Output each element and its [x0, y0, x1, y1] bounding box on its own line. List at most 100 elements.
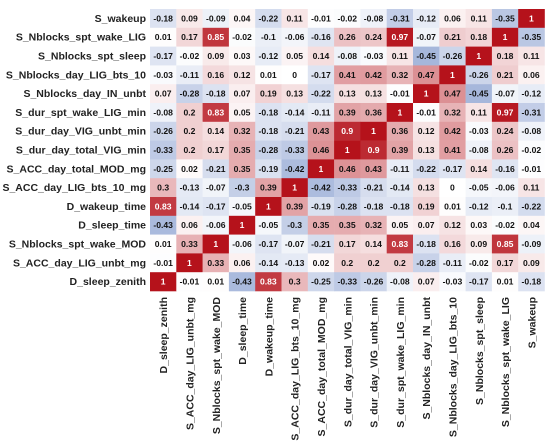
heatmap-cell: [202, 215, 230, 235]
cell-value-label: -0.22: [311, 89, 331, 99]
cell-value-label: 1: [397, 107, 402, 117]
heatmap-cell: [413, 46, 440, 66]
column-label: S_Nblocks_spt_wake_LIG: [500, 297, 512, 427]
heatmap-cell: [202, 140, 230, 160]
cell-value-label: -0.02: [337, 13, 357, 23]
heatmap-cell: [518, 46, 545, 66]
heatmap-cell: [202, 84, 230, 104]
heatmap-cell: [281, 9, 309, 29]
heatmap-cell: [176, 27, 203, 47]
heatmap-cell: [439, 178, 466, 198]
heatmap-cell: [439, 65, 466, 85]
cell-value-label: -0.21: [311, 239, 331, 249]
heatmap-cell: [465, 140, 493, 160]
heatmap-cell: [255, 159, 282, 179]
heatmap-cell: [281, 84, 309, 104]
cell-value-label: 0.35: [234, 145, 251, 155]
heatmap-cell: [228, 9, 256, 29]
cell-value-label: 1: [424, 89, 429, 99]
heatmap-cell: [413, 272, 440, 292]
cell-value-label: -0.43: [153, 220, 173, 230]
cell-value-label: 0.32: [444, 107, 461, 117]
heatmap-cell: [518, 178, 545, 198]
heatmap-cell: [334, 9, 361, 29]
heatmap-cell: [518, 140, 545, 160]
cell-value-label: 0: [292, 70, 297, 80]
heatmap-cell: [360, 65, 387, 85]
cell-value-label: 0.11: [287, 13, 303, 23]
cell-value-label: 0.01: [497, 277, 514, 287]
cell-value-label: -0.33: [337, 277, 357, 287]
cell-value-label: 0.04: [234, 13, 251, 23]
row-label: S_dur_day_total_VIG_min: [16, 145, 146, 157]
heatmap-cell: [360, 46, 387, 66]
cell-value-label: 0.9: [341, 126, 353, 136]
heatmap-cell: [255, 178, 282, 198]
cell-value-label: -0.11: [180, 70, 199, 80]
heatmap-cell: [176, 197, 203, 217]
heatmap-cell: [255, 9, 282, 29]
column-label: S_Nblocks_spt_wake_MOD: [211, 297, 223, 435]
heatmap-cell: [307, 27, 335, 47]
heatmap-cell: [307, 9, 335, 29]
heatmap-cell: [228, 234, 256, 254]
heatmap-cell: [465, 9, 493, 29]
row-label: S_ACC_day_LIG_bts_10_mg: [2, 182, 146, 194]
cell-value-label: 0.18: [497, 51, 514, 61]
cell-value-label: 0.26: [339, 32, 356, 42]
heatmap-cell: [386, 197, 414, 217]
heatmap-cell: [334, 121, 361, 141]
heatmap-cell: [360, 121, 387, 141]
heatmap-cell: [255, 84, 282, 104]
heatmap-cell: [228, 178, 256, 198]
cell-value-label: -0.26: [153, 126, 173, 136]
cell-value-label: -0.18: [390, 201, 410, 211]
cell-value-label: 0.83: [207, 107, 224, 117]
heatmap-cell: [150, 140, 177, 160]
heatmap-cell: [518, 197, 545, 217]
heatmap-cell: [491, 140, 519, 160]
heatmap-cell: [439, 27, 466, 47]
heatmap-cell: [307, 215, 335, 235]
heatmap-cell: [413, 9, 440, 29]
cell-value-label: -0.01: [390, 89, 410, 99]
column-label: S_wakeup: [526, 297, 538, 348]
cell-value-label: -0.07: [416, 32, 436, 42]
cell-value-label: -0.05: [259, 220, 279, 230]
heatmap-cell: [386, 159, 414, 179]
heatmap-cell: [465, 159, 493, 179]
cell-value-label: -0.26: [364, 277, 384, 287]
heatmap-cell: [334, 234, 361, 254]
column-label: S_ACC_day_LIG_unbt_mg: [184, 297, 196, 430]
cell-value-label: 0.13: [418, 145, 435, 155]
cell-value-label: 0.09: [523, 258, 540, 268]
heatmap-cell: [150, 121, 177, 141]
heatmap-cell: [465, 234, 493, 254]
cell-value-label: 1: [240, 220, 245, 230]
heatmap-cell: [491, 84, 519, 104]
heatmap-cell: [202, 234, 230, 254]
cell-value-label: -0.02: [522, 145, 542, 155]
cell-value-label: 0.21: [444, 32, 461, 42]
cell-value-label: 0.12: [418, 126, 435, 136]
cell-value-label: -0.28: [180, 89, 200, 99]
cell-value-label: -0.3: [235, 183, 250, 193]
heatmap-cell: [150, 234, 177, 254]
cell-value-label: 0.03: [234, 51, 251, 61]
heatmap-cell: [491, 65, 519, 85]
heatmap-cell: [228, 253, 256, 273]
heatmap-cell: [176, 65, 203, 85]
heatmap-cell: [176, 178, 203, 198]
cell-value-label: -0.19: [259, 164, 279, 174]
cell-value-label: 0.07: [418, 220, 435, 230]
heatmap-cell: [413, 84, 440, 104]
cell-value-label: 0.47: [418, 70, 435, 80]
cell-value-label: -0.14: [285, 107, 305, 117]
cell-value-label: 0.13: [365, 89, 382, 99]
heatmap-cell: [491, 215, 519, 235]
cell-value-label: -0.01: [311, 13, 331, 23]
heatmap-cell: [202, 46, 230, 66]
heatmap-cell: [255, 272, 282, 292]
heatmap-cell: [307, 272, 335, 292]
column-label: D_sleep_time: [237, 297, 249, 365]
